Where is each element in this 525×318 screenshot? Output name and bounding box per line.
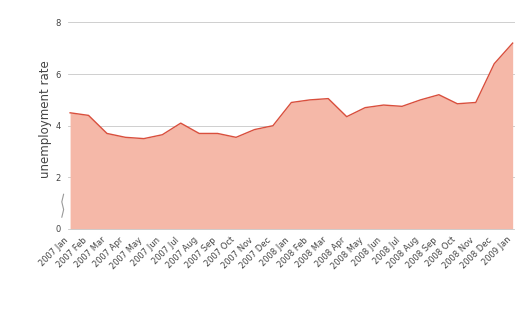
Y-axis label: unemployment rate: unemployment rate (39, 60, 52, 178)
